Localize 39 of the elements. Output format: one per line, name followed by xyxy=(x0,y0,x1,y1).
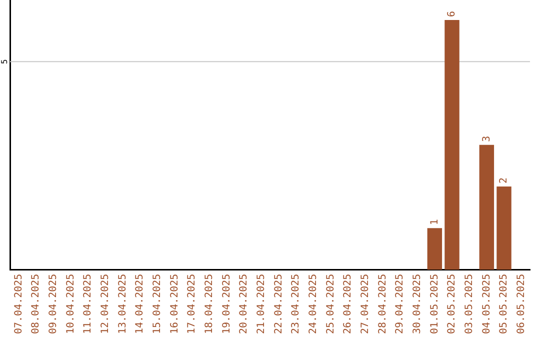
data-label: 3 xyxy=(481,136,492,142)
x-tick-label: 23.04.2025 xyxy=(290,274,302,334)
x-tick-label: 30.04.2025 xyxy=(412,274,423,334)
bar xyxy=(444,20,460,270)
x-tick-label: 29.04.2025 xyxy=(394,274,406,334)
x-tick-label: 24.04.2025 xyxy=(308,274,319,334)
x-tick-label: 11.04.2025 xyxy=(82,274,94,334)
x-tick-label: 06.05.2025 xyxy=(516,274,527,334)
x-tick-label: 14.04.2025 xyxy=(134,274,146,334)
data-label: 2 xyxy=(498,177,510,184)
x-tick-label: 28.04.2025 xyxy=(377,274,388,334)
x-tick-label: 05.05.2025 xyxy=(498,274,510,334)
bar xyxy=(427,228,442,270)
x-tick-label: 27.04.2025 xyxy=(360,274,371,334)
x-tick-label: 01.05.2025 xyxy=(429,274,440,334)
x-tick-label: 12.04.2025 xyxy=(100,274,111,334)
x-tick-label: 17.04.2025 xyxy=(186,274,198,334)
x-tick-label: 09.04.2025 xyxy=(48,274,59,334)
x-tick-label: 13.04.2025 xyxy=(117,274,128,334)
x-tick-label: 26.04.2025 xyxy=(342,274,354,334)
data-label: 6 xyxy=(446,10,458,17)
ref-line-label: 5 xyxy=(0,59,10,64)
x-tick-label: 25.04.2025 xyxy=(325,274,336,334)
x-tick-label: 20.04.2025 xyxy=(238,274,250,334)
x-tick-label: 15.04.2025 xyxy=(152,274,163,334)
bar xyxy=(479,144,494,270)
bar xyxy=(496,186,512,270)
x-tick-label: 22.04.2025 xyxy=(273,274,284,334)
x-tick-label: 10.04.2025 xyxy=(65,274,76,334)
x-tick-label: 03.05.2025 xyxy=(464,274,475,334)
data-label: 1 xyxy=(429,219,440,226)
x-tick-label: 19.04.2025 xyxy=(221,274,232,334)
x-tick-label: 02.05.2025 xyxy=(446,274,458,334)
x-tick-label: 18.04.2025 xyxy=(204,274,215,334)
x-tick-label: 08.04.2025 xyxy=(30,274,42,334)
x-tick-label: 21.04.2025 xyxy=(256,274,267,334)
x-tick-label: 07.04.2025 xyxy=(13,274,24,334)
x-tick-label: 04.05.2025 xyxy=(481,274,492,334)
x-tick-label: 16.04.2025 xyxy=(169,274,180,334)
